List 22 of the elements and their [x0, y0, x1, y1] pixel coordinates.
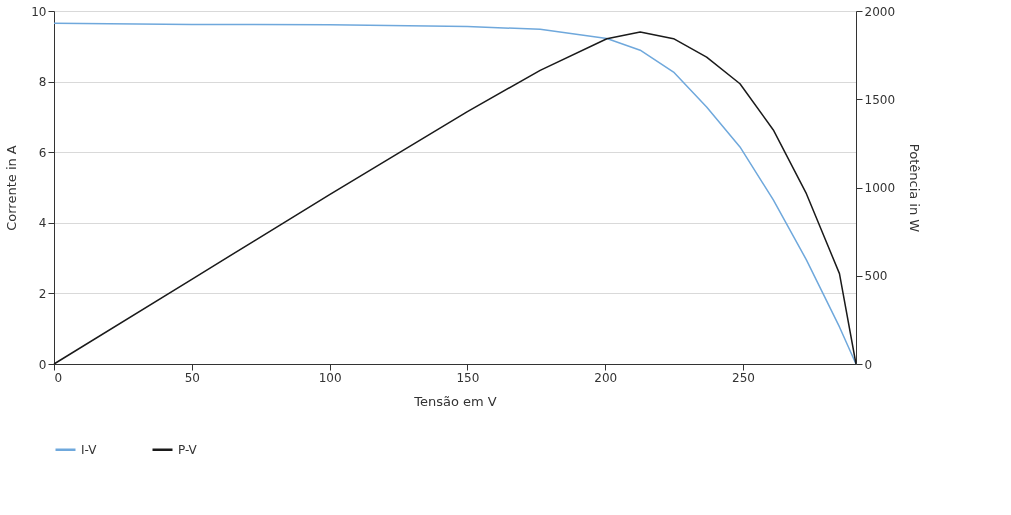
x-tick-label: 50 [184, 370, 200, 385]
y-tick-label: 2 [38, 286, 47, 301]
x-tick-label: 0 [54, 370, 63, 385]
x-tick-label: 200 [594, 370, 618, 385]
y2-axis-title: Potência in W [907, 143, 923, 233]
legend-label: P-V [178, 442, 198, 457]
y2-tick-label: 1500 [864, 92, 896, 107]
x-axis-title: Tensão em V [413, 393, 497, 409]
y2-tick-label: 2000 [864, 4, 896, 19]
y-tick-label: 10 [31, 4, 47, 19]
y2-tick-label: 0 [864, 357, 873, 372]
y2-tick-label: 500 [864, 269, 888, 284]
y-tick-label: 0 [38, 357, 47, 372]
y-tick-label: 8 [38, 75, 47, 90]
x-tick-label: 250 [732, 370, 755, 385]
y-tick-label: 4 [38, 216, 47, 231]
y2-tick-label: 1000 [864, 181, 896, 195]
x-tick-label: 150 [456, 370, 480, 385]
y-tick-label: 6 [38, 145, 47, 160]
y-axis-title: Corrente in A [4, 145, 20, 231]
legend-label: I-V [81, 442, 98, 457]
x-tick-label: 100 [318, 370, 342, 385]
